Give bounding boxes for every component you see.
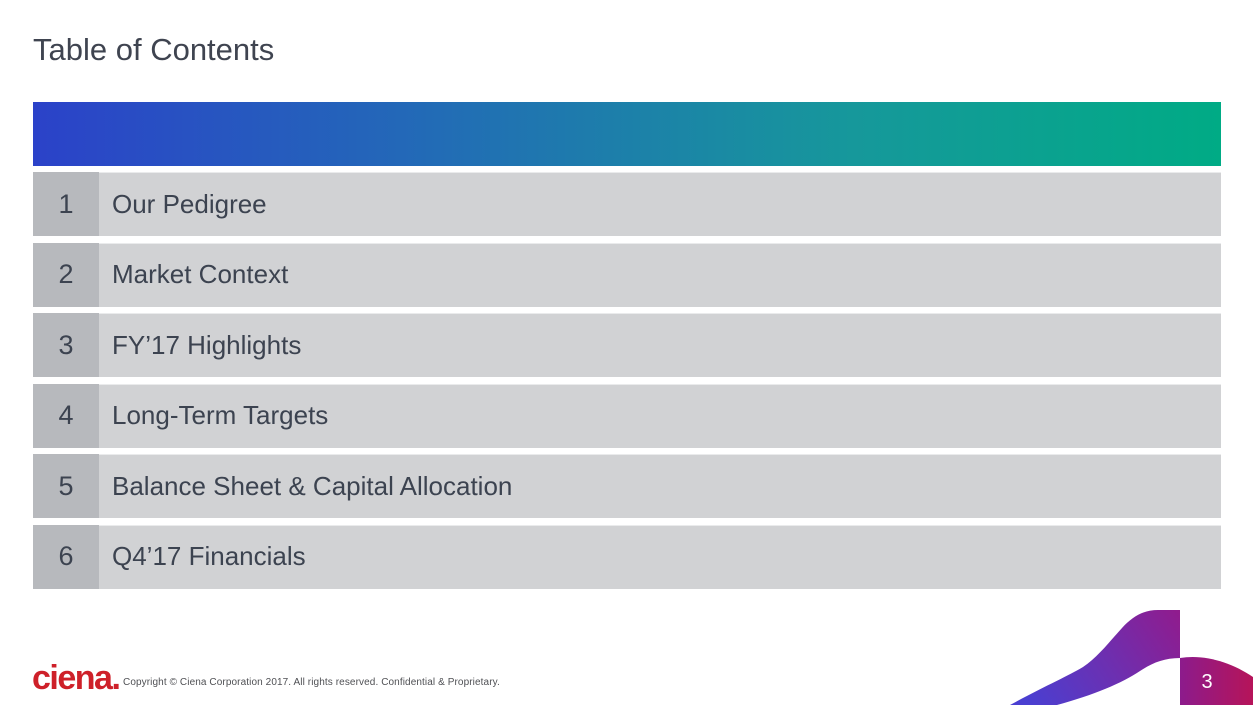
toc-row-balance-sheet: 5 Balance Sheet & Capital Allocation bbox=[33, 454, 1221, 518]
ciena-logo: ciena. bbox=[32, 659, 121, 697]
toc-label: Q4’17 Financials bbox=[112, 541, 306, 571]
header-gradient-bar bbox=[33, 102, 1221, 166]
toc-row-market-context: 2 Market Context bbox=[33, 242, 1221, 307]
toc-row-fy17-highlights: 3 FY’17 Highlights bbox=[33, 313, 1221, 377]
wave-ribbon-shape bbox=[1010, 610, 1180, 705]
toc-number: 6 bbox=[33, 524, 99, 589]
toc-label: FY’17 Highlights bbox=[112, 329, 302, 360]
toc-number: 2 bbox=[33, 242, 99, 307]
toc-label: Balance Sheet & Capital Allocation bbox=[112, 470, 513, 501]
toc-row-our-pedigree: 1 Our Pedigree bbox=[33, 172, 1221, 236]
table-of-contents-list: 1 Our Pedigree 2 Market Context 3 FY’17 … bbox=[33, 172, 1221, 589]
wave-decoration bbox=[1010, 610, 1253, 705]
toc-number: 1 bbox=[33, 172, 99, 236]
page-title: Table of Contents bbox=[33, 32, 275, 67]
toc-number: 3 bbox=[33, 313, 99, 377]
page-number-block-shape bbox=[1180, 656, 1253, 705]
page-number: 3 bbox=[1201, 671, 1213, 693]
toc-row-q417-financials: 6 Q4’17 Financials bbox=[33, 524, 1221, 589]
toc-number: 4 bbox=[33, 383, 99, 448]
toc-label: Market Context bbox=[112, 259, 289, 289]
toc-label: Our Pedigree bbox=[112, 188, 267, 219]
toc-label: Long-Term Targets bbox=[112, 400, 329, 430]
toc-row-long-term-targets: 4 Long-Term Targets bbox=[33, 383, 1221, 448]
toc-number: 5 bbox=[33, 454, 99, 518]
copyright-text: Copyright © Ciena Corporation 2017. All … bbox=[123, 677, 500, 688]
